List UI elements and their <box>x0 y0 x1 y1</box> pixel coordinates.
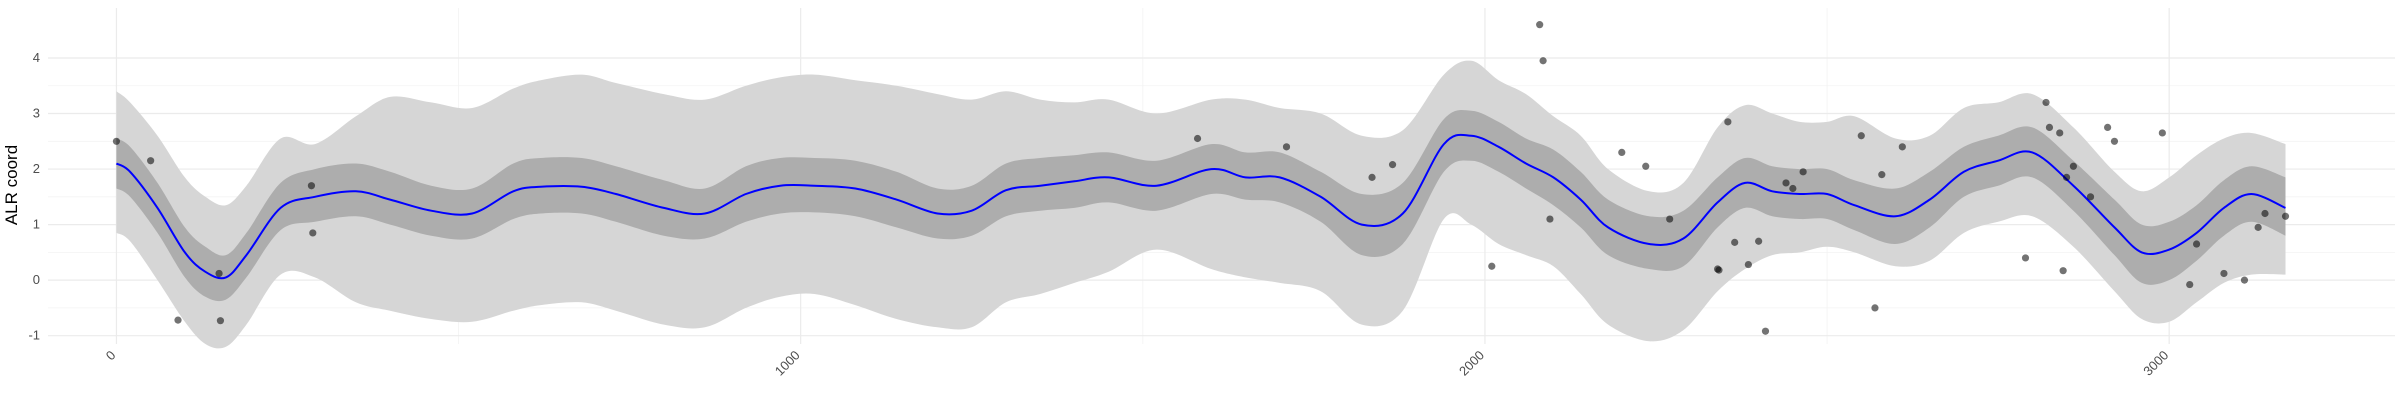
data-point <box>1539 57 1547 65</box>
data-point <box>2158 129 2166 137</box>
data-point <box>1368 173 1376 181</box>
data-point <box>2045 123 2054 132</box>
data-point <box>1799 168 1807 176</box>
data-point <box>174 316 182 324</box>
data-point <box>2062 173 2071 181</box>
y-axis-title: ALR coord <box>2 145 21 225</box>
confidence-bands <box>116 60 2286 349</box>
data-point <box>1724 118 1732 126</box>
data-point <box>1546 215 1554 223</box>
data-point <box>2220 269 2228 278</box>
data-point <box>1755 237 1763 245</box>
data-point <box>2042 98 2050 107</box>
data-point <box>1744 260 1752 269</box>
data-point <box>1782 179 1790 187</box>
y-tick-label: 0 <box>33 272 40 287</box>
data-point <box>2021 254 2030 262</box>
data-point <box>307 182 316 190</box>
y-tick-label: 3 <box>33 106 40 121</box>
data-point <box>215 269 223 278</box>
y-tick-label: 2 <box>33 161 40 176</box>
data-point <box>2240 276 2249 284</box>
x-tick-label: 0 <box>103 348 119 364</box>
data-point <box>1666 215 1674 223</box>
data-point <box>1789 184 1797 193</box>
data-point <box>1731 238 1739 246</box>
data-point <box>2110 137 2119 145</box>
data-point <box>147 157 155 165</box>
data-point <box>1642 162 1650 170</box>
data-point <box>216 317 225 325</box>
data-point <box>1857 132 1865 140</box>
data-point <box>2056 129 2064 137</box>
data-point <box>1898 143 1906 151</box>
x-tick-label: 3000 <box>2140 348 2171 379</box>
data-point <box>1618 148 1626 156</box>
data-point <box>2281 212 2290 220</box>
y-tick-label: 1 <box>33 217 40 232</box>
mean-line-layer <box>115 133 2286 280</box>
x-tick-label: 1000 <box>772 348 803 379</box>
data-point <box>1193 134 1202 143</box>
outer-confidence-band <box>116 60 2286 349</box>
observation-points <box>112 21 2290 335</box>
data-point <box>112 137 121 145</box>
data-point <box>2059 267 2067 275</box>
data-point <box>2086 193 2095 201</box>
x-tick-label: 2000 <box>1456 348 1487 379</box>
data-point <box>2254 223 2262 231</box>
data-point <box>2069 162 2077 170</box>
data-point <box>309 229 317 237</box>
data-point <box>2186 280 2194 289</box>
data-point <box>1536 21 1544 29</box>
data-point <box>1488 262 1496 270</box>
data-point <box>1878 171 1886 179</box>
data-point <box>2104 123 2112 132</box>
y-tick-label: -1 <box>28 328 40 343</box>
data-point <box>2261 209 2269 218</box>
data-point <box>2192 240 2201 248</box>
data-point <box>1715 266 1723 274</box>
data-point <box>1761 327 1770 335</box>
y-tick-label: 4 <box>33 50 40 65</box>
data-point <box>1871 304 1879 312</box>
inner-confidence-band <box>116 109 2286 302</box>
data-point <box>1388 161 1397 169</box>
data-point <box>1282 143 1291 151</box>
mean-line <box>115 133 2286 280</box>
